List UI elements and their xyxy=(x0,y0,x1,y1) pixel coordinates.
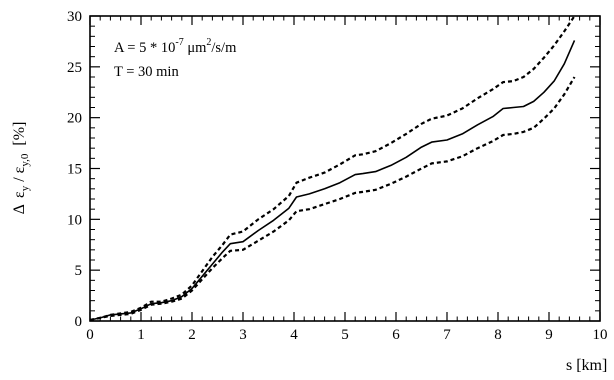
y-axis-label-eps-den: ε xyxy=(11,166,28,173)
annotation-a-exponent: -7 xyxy=(175,37,183,48)
annotation-t: T = 30 min xyxy=(114,64,179,80)
y-tick-label: 0 xyxy=(75,314,83,330)
y-axis-label: Δ εy / εy,0[%] xyxy=(11,122,31,215)
y-tick-label: 5 xyxy=(75,263,83,279)
y-tick-label: 20 xyxy=(67,111,82,127)
series-layer xyxy=(89,15,576,322)
y-axis-label-slash: / xyxy=(11,173,28,185)
y-tick-label: 15 xyxy=(67,162,82,178)
dashed-series-line-0 xyxy=(89,15,576,322)
x-tick-label: 7 xyxy=(443,327,451,343)
y-tick-label: 10 xyxy=(67,212,82,228)
solid-series-line-1 xyxy=(89,40,576,321)
y-axis-label-eps-num: ε xyxy=(11,191,28,198)
y-tick-label: 25 xyxy=(67,60,82,76)
x-tick-label: 10 xyxy=(593,327,608,343)
x-tick-label: 8 xyxy=(494,327,502,343)
ticks-layer xyxy=(89,15,601,322)
y-axis-label-sub-den: y,0 xyxy=(19,153,31,167)
x-tick-label: 2 xyxy=(188,327,196,343)
y-axis-label-unit: [%] xyxy=(11,122,28,146)
plot-frame xyxy=(89,15,601,322)
y-tick-label: 30 xyxy=(67,9,82,25)
y-axis-label-delta: Δ xyxy=(11,204,28,214)
annotation-a-mid: μm xyxy=(184,40,207,56)
x-tick-label: 3 xyxy=(239,327,247,343)
annotation-a-suffix: /s/m xyxy=(211,40,237,56)
x-tick-label: 5 xyxy=(341,327,349,343)
x-tick-label: 0 xyxy=(86,327,94,343)
y-axis-label-sub-num: y xyxy=(19,185,31,191)
tick-labels: 0 1 2 3 4 5 6 7 8 9 10 0 5 10 15 20 25 30 xyxy=(67,9,608,343)
dashed-series-line-2 xyxy=(89,76,576,322)
x-tick-label: 6 xyxy=(392,327,400,343)
x-tick-label: 1 xyxy=(137,327,145,343)
annotation-a-exponent2: 2 xyxy=(206,37,211,48)
x-tick-label: 9 xyxy=(545,327,553,343)
annotation-a-prefix: A = 5 * 10 xyxy=(114,40,175,56)
x-axis-label: s [km] xyxy=(566,357,607,374)
x-tick-label: 4 xyxy=(290,327,298,343)
annotation-a: A = 5 * 10-7 μm2/s/m xyxy=(114,37,237,56)
